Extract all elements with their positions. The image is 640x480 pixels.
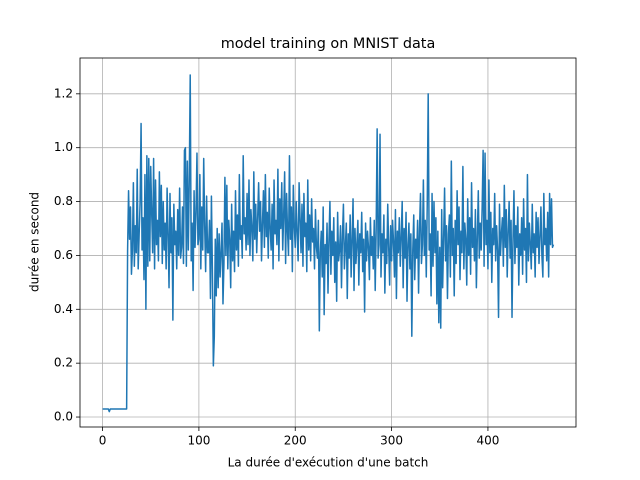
y-tick-label: 0.4 [54,302,73,316]
x-tick-label: 200 [284,434,307,448]
plot-frame [79,57,577,428]
y-tick-label: 1.0 [54,140,73,154]
y-tick-label: 1.2 [54,86,73,100]
y-tick-label: 0.0 [54,410,73,424]
y-tick-label: 0.6 [54,248,73,262]
y-axis-label: durée en second [28,192,42,292]
y-tick-label: 0.8 [54,194,73,208]
x-axis-label: La durée d'exécution d'une batch [228,456,429,470]
y-tick-label: 0.2 [54,356,73,370]
data-line [102,74,555,413]
x-tick-label: 0 [99,434,107,448]
x-tick-label: 300 [380,434,403,448]
x-tick-label: 100 [187,434,210,448]
chart-title: model training on MNIST data [221,36,436,52]
x-tick-label: 400 [476,434,499,448]
